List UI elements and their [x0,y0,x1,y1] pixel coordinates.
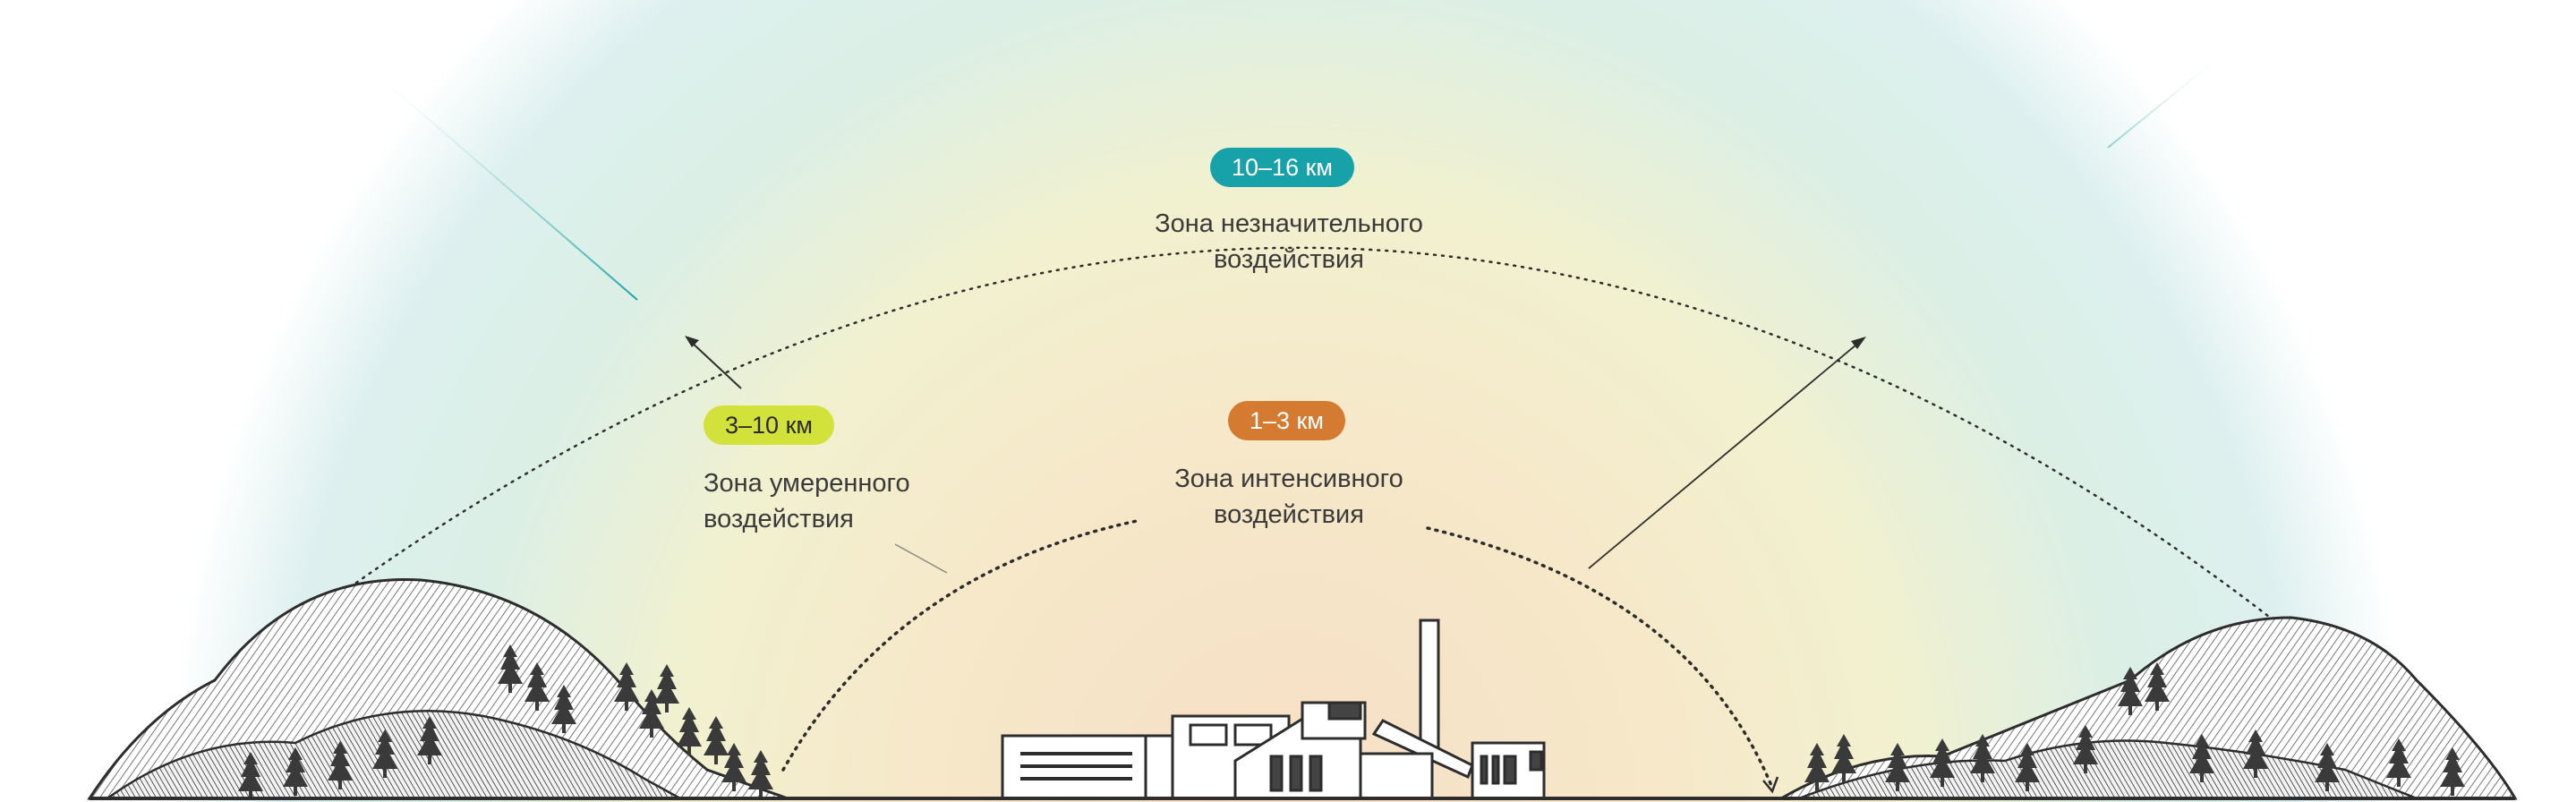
intensive-zone-label: Зона интенсивного воздействия [1128,461,1450,533]
insignificant-zone-label-line1: Зона незначительного [1155,209,1423,238]
moderate-arrow-head [685,336,699,347]
outer-zone-boundary [238,246,2295,671]
diagonal-arrow [1588,339,1863,569]
inner-zone-boundary-right [1426,526,1774,789]
inner-boundary-arrowhead [1762,776,1779,794]
insignificant-zone-distance-badge: 10–16 км [1210,148,1354,187]
inner-zone-boundary-left [781,519,1139,772]
right-hills-illustration [1776,616,2518,800]
moderate-zone-label-line2: воздействия [704,505,854,533]
moderate-zone-label-line1: Зона умеренного [704,469,910,498]
intensive-zone-label-line2: воздействия [1214,500,1364,529]
factory-illustration [1001,619,1546,800]
diagonal-arrow-head [1851,337,1866,349]
intensive-zone-label-line1: Зона интенсивного [1174,465,1403,493]
light-beam-left [357,57,638,301]
intensive-zone-distance-badge: 1–3 км [1228,401,1345,440]
moderate-zone-label: Зона умеренного воздействия [704,465,990,537]
moderate-zone-distance-badge: 3–10 км [704,405,834,445]
moderate-zone-arrow [688,339,742,389]
insignificant-zone-label: Зона незначительного воздействия [1101,206,1477,277]
leader-line [894,543,948,574]
light-beam-right [2107,48,2230,149]
insignificant-zone-label-line2: воздействия [1214,245,1364,274]
left-hills-illustration [87,578,789,800]
